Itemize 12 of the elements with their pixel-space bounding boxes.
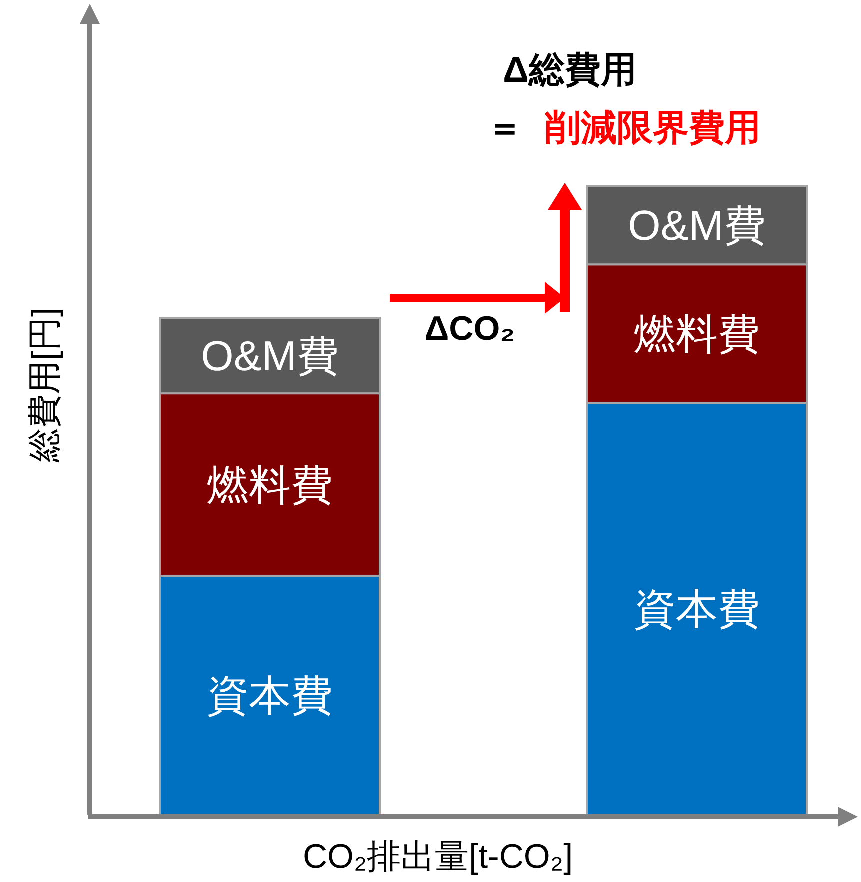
- y-axis-title: 総費用[円]: [26, 308, 64, 464]
- x-axis-title: CO₂排出量[t-CO₂]: [302, 838, 574, 876]
- annotation: ΔCO₂: [424, 310, 516, 348]
- series-label: 燃料費: [634, 310, 760, 358]
- text: 燃料費: [207, 461, 333, 508]
- series-label: 資本費: [207, 672, 333, 719]
- text: 資本費: [634, 586, 760, 633]
- text: ＝: [487, 107, 523, 148]
- text: 削減限界費用: [544, 107, 761, 148]
- text: O&M費: [628, 202, 766, 249]
- text: Δ総費用: [503, 49, 637, 90]
- series-label: O&M費: [201, 332, 339, 380]
